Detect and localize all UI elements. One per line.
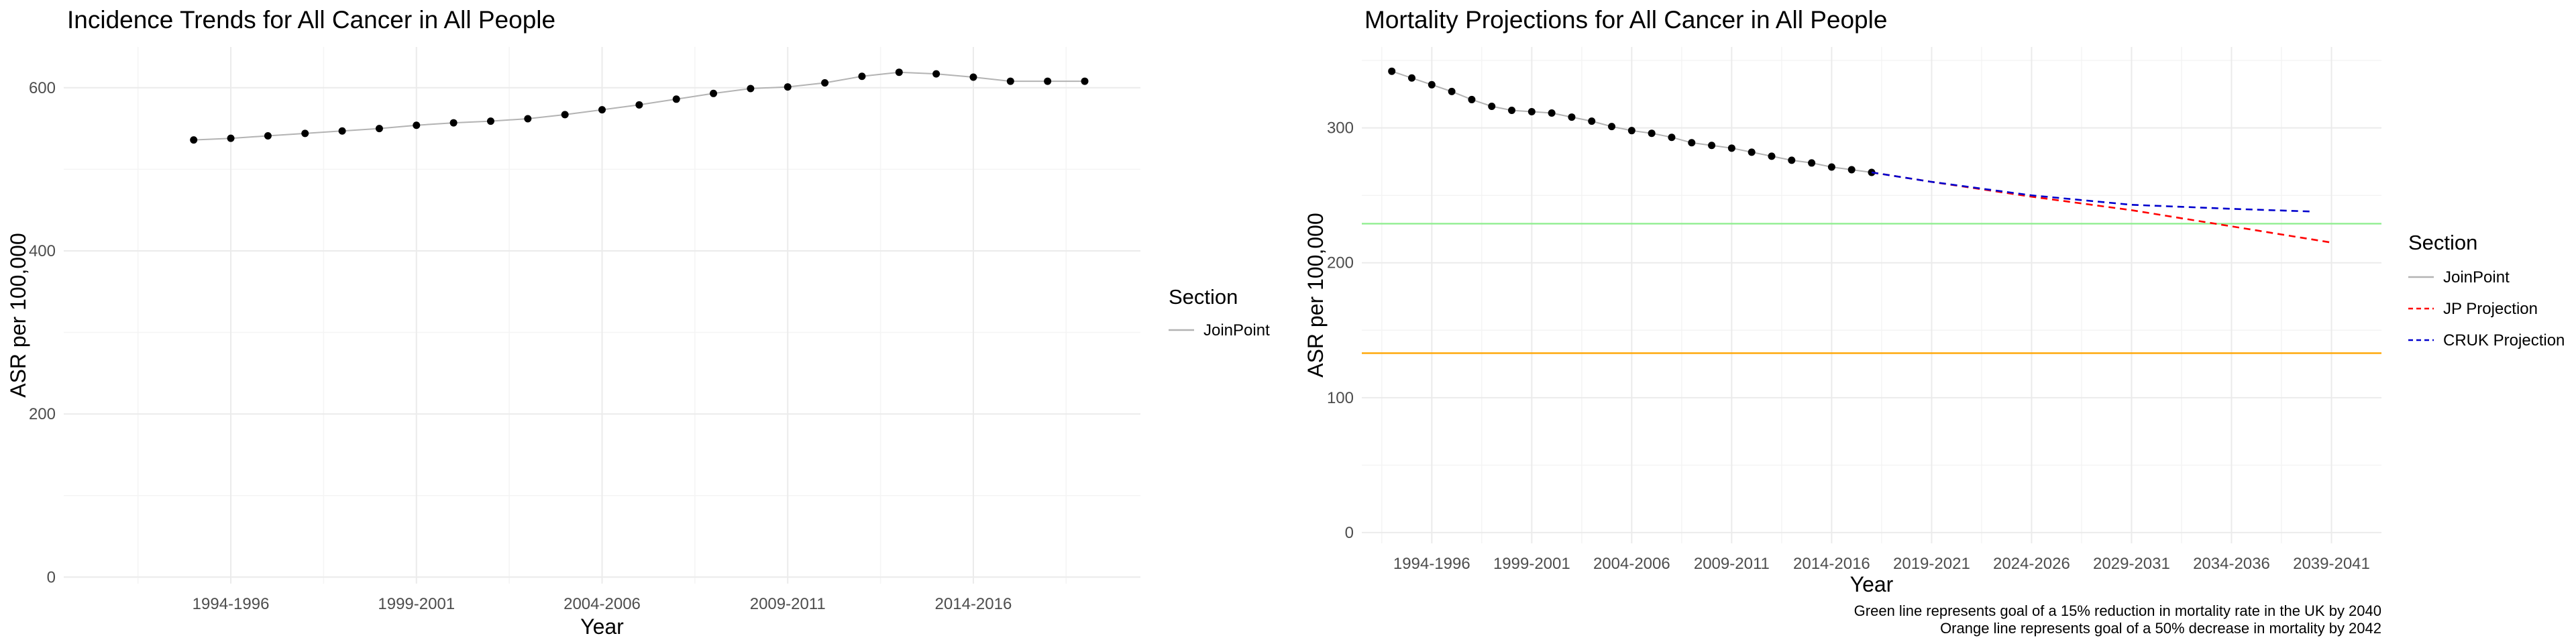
y-tick-label: 0 bbox=[1345, 524, 1354, 542]
data-point bbox=[561, 111, 569, 119]
data-point bbox=[672, 95, 680, 103]
data-point bbox=[1668, 133, 1676, 142]
data-point bbox=[1044, 77, 1052, 85]
x-tick-label: 1999-2001 bbox=[378, 595, 455, 613]
x-tick-label: 2004-2006 bbox=[1593, 555, 1670, 573]
data-point bbox=[821, 78, 829, 87]
x-tick-label: 2029-2031 bbox=[2093, 555, 2170, 573]
data-point bbox=[1006, 77, 1014, 85]
x-tick-label: 2039-2041 bbox=[2293, 555, 2370, 573]
data-point bbox=[932, 70, 941, 78]
chart-panel-2: 1994-1996 1999-2001 2004-2006 2009-2011 2014… bbox=[1303, 6, 2565, 637]
data-point bbox=[1768, 152, 1776, 160]
legend-entry-label: JoinPoint bbox=[1203, 321, 1270, 339]
data-point bbox=[1827, 163, 1835, 171]
y-tick-label: 200 bbox=[1327, 254, 1354, 272]
chart-panel-1: 1994-1996 1999-2001 2004-2006 2009-2011 2014… bbox=[6, 6, 1270, 639]
x-tick-label: 2009-2011 bbox=[750, 595, 826, 613]
data-point bbox=[1808, 159, 1816, 167]
grid bbox=[1362, 47, 2381, 543]
x-axis-title: Year bbox=[1850, 572, 1894, 596]
data-point bbox=[264, 132, 272, 140]
data-point bbox=[1548, 109, 1556, 117]
x-tick-label: 1994-1996 bbox=[1393, 555, 1470, 573]
legend: Section JoinPoint bbox=[1169, 285, 1270, 339]
series-line-cruk-projection bbox=[1871, 171, 2312, 213]
x-tick-label: 2034-2036 bbox=[2193, 555, 2270, 573]
data-point bbox=[1688, 139, 1696, 147]
x-tick-label: 2019-2021 bbox=[1893, 555, 1970, 573]
data-point bbox=[1527, 108, 1536, 116]
data-point bbox=[413, 121, 421, 129]
legend-entry-label: JoinPoint bbox=[2443, 268, 2510, 286]
data-point bbox=[301, 129, 309, 138]
data-point bbox=[486, 117, 494, 125]
data-point bbox=[338, 127, 346, 135]
data-point bbox=[1708, 142, 1716, 150]
data-point bbox=[1847, 166, 1856, 174]
data-point bbox=[969, 73, 977, 81]
data-point bbox=[375, 125, 383, 133]
y-tick-label: 0 bbox=[47, 568, 56, 586]
legend-title: Section bbox=[1169, 285, 1238, 309]
data-point bbox=[1648, 129, 1656, 138]
data-point bbox=[598, 106, 606, 114]
y-axis-title: ASR per 100,000 bbox=[1303, 213, 1328, 378]
chart-title: Mortality Projections for All Cancer in … bbox=[1364, 6, 1887, 34]
data-point bbox=[1588, 117, 1596, 125]
legend-entry-label: JP Projection bbox=[2443, 300, 2538, 318]
data-point bbox=[227, 134, 235, 142]
data-point bbox=[190, 136, 198, 144]
data-point bbox=[1468, 95, 1476, 103]
data-point bbox=[1748, 148, 1756, 156]
x-tick-label: 2004-2006 bbox=[564, 595, 641, 613]
x-tick-label: 1994-1996 bbox=[193, 595, 270, 613]
x-tick-label: 2014-2016 bbox=[935, 595, 1012, 613]
data-point bbox=[1568, 113, 1576, 121]
data-point bbox=[1408, 74, 1416, 82]
data-point bbox=[1388, 67, 1396, 75]
x-tick-label: 2014-2016 bbox=[1793, 555, 1870, 573]
data-point bbox=[1627, 127, 1635, 135]
legend: Section JoinPoint JP Projection CRUK Projec… bbox=[2408, 231, 2565, 350]
data-point bbox=[747, 85, 755, 93]
y-tick-label: 200 bbox=[29, 405, 56, 423]
caption: Orange line represents goal of a 50% dec… bbox=[1940, 620, 2381, 637]
data-point bbox=[449, 119, 458, 127]
x-axis-title: Year bbox=[580, 614, 624, 639]
legend-title: Section bbox=[2408, 231, 2477, 254]
data-point bbox=[710, 89, 718, 97]
x-tick-label: 1999-2001 bbox=[1493, 555, 1570, 573]
data-point bbox=[635, 101, 643, 109]
y-tick-label: 400 bbox=[29, 242, 56, 260]
data-point bbox=[1081, 77, 1089, 85]
x-tick-label: 2024-2026 bbox=[1993, 555, 2070, 573]
data-point bbox=[895, 68, 903, 76]
data-point bbox=[524, 115, 532, 123]
legend-entry-label: CRUK Projection bbox=[2443, 331, 2565, 350]
data-point bbox=[1508, 107, 1516, 115]
data-point bbox=[784, 83, 792, 91]
data-point bbox=[1488, 102, 1496, 110]
data-point bbox=[1788, 156, 1796, 164]
caption: Green line represents goal of a 15% redu… bbox=[1854, 602, 2381, 619]
y-tick-label: 100 bbox=[1327, 389, 1354, 407]
grid bbox=[64, 47, 1140, 584]
y-tick-label: 600 bbox=[29, 79, 56, 97]
data-point bbox=[1428, 80, 1436, 89]
data-point bbox=[858, 72, 866, 80]
chart-title: Incidence Trends for All Cancer in All P… bbox=[67, 6, 555, 34]
y-tick-label: 300 bbox=[1327, 119, 1354, 138]
x-tick-label: 2009-2011 bbox=[1694, 555, 1770, 573]
data-point bbox=[1608, 123, 1616, 131]
y-axis-title: ASR per 100,000 bbox=[6, 233, 30, 398]
data-point bbox=[1448, 87, 1456, 95]
data-point bbox=[1727, 144, 1735, 152]
